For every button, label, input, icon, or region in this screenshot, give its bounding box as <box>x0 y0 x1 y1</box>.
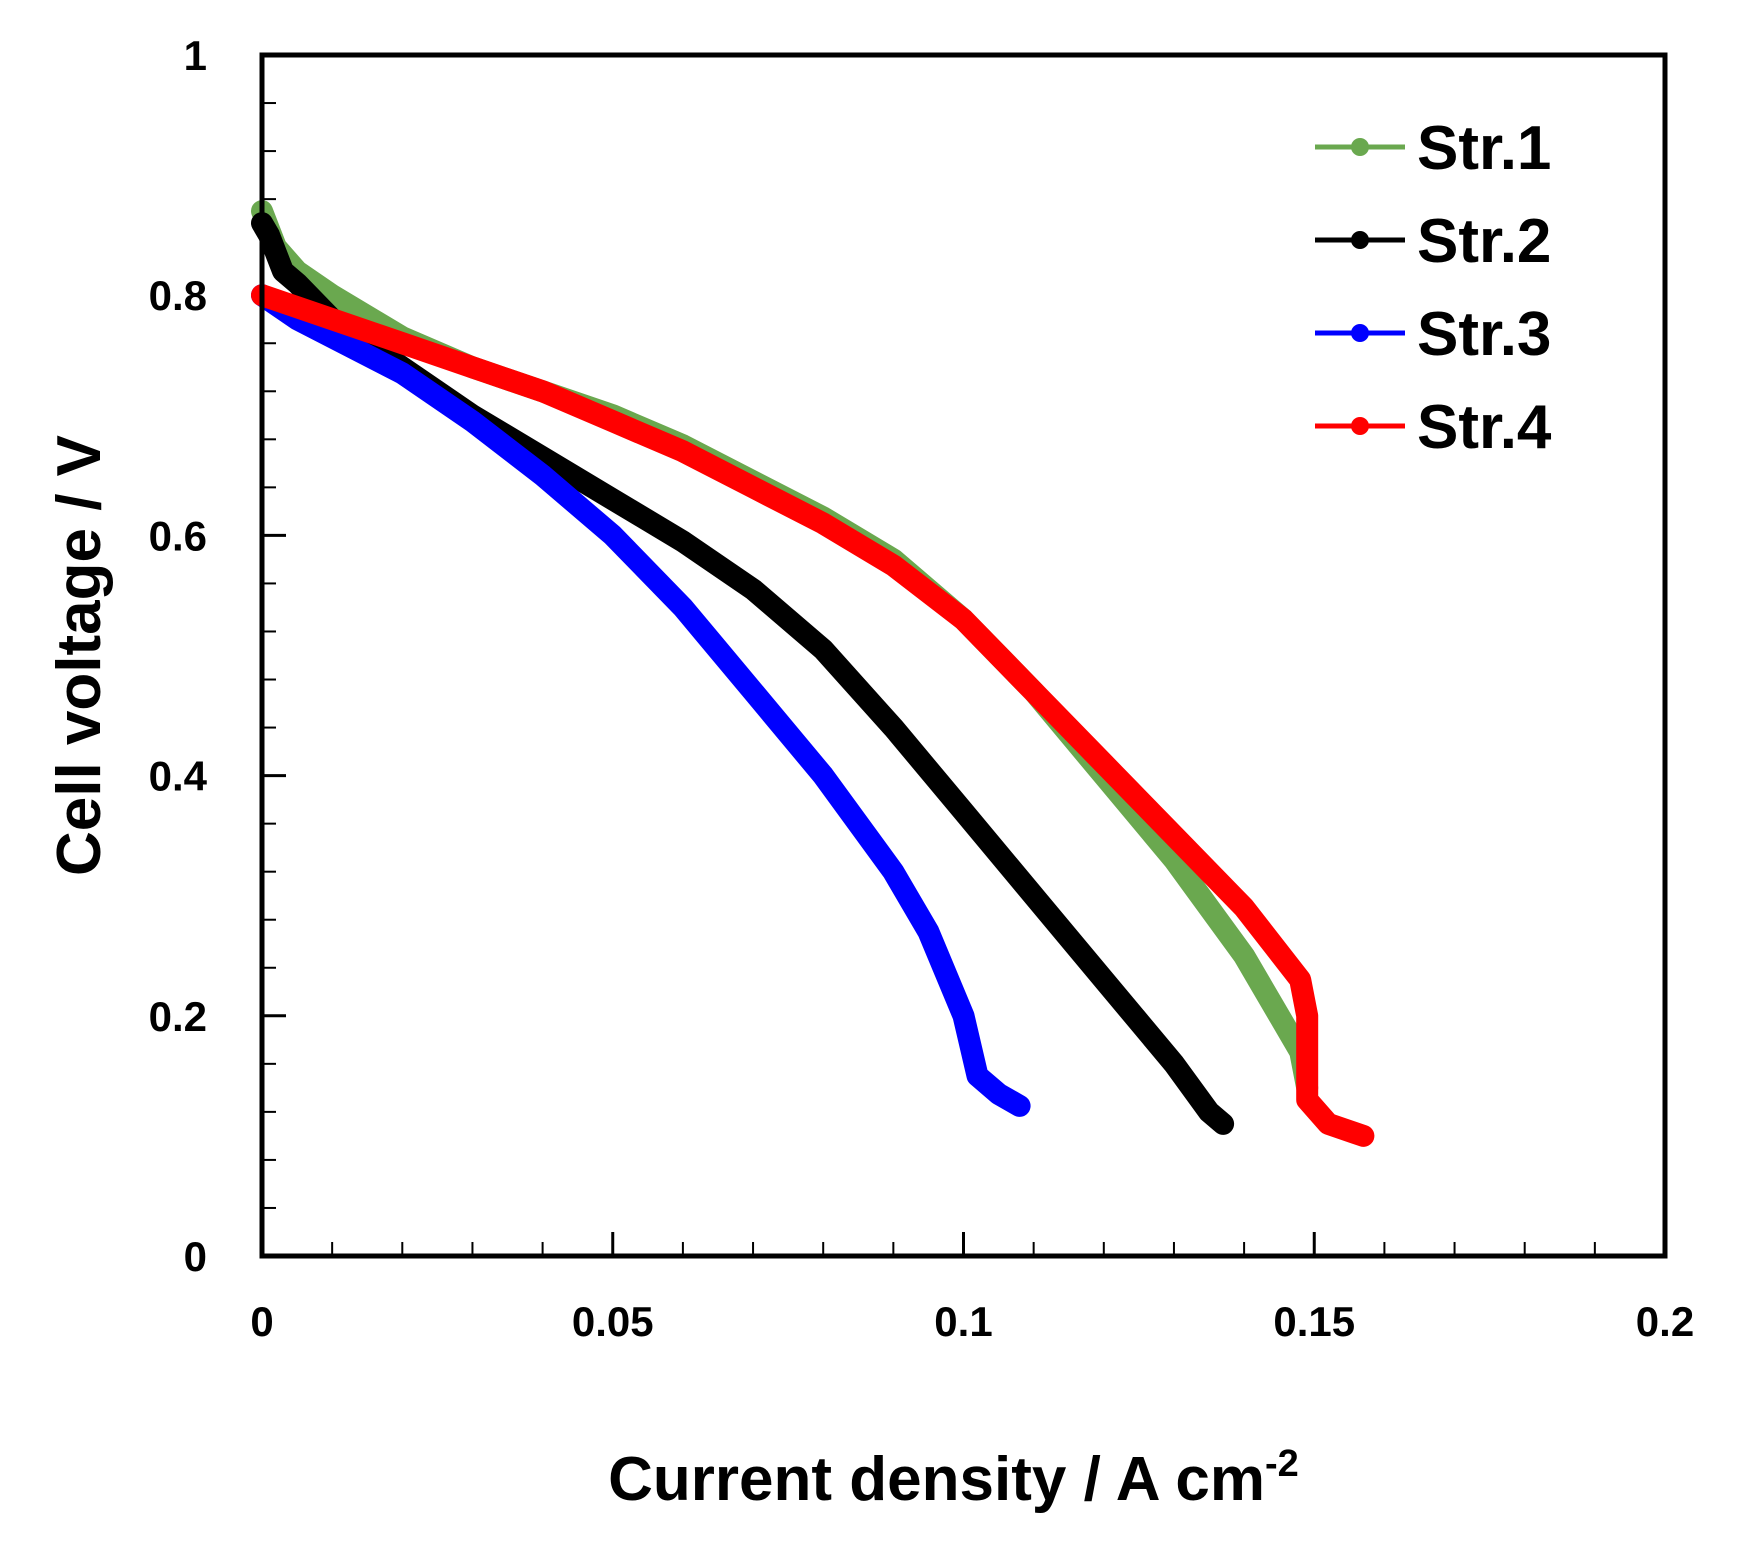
plot-frame <box>259 52 1668 1259</box>
legend-marker-str-2 <box>1351 231 1369 249</box>
x-axis-title-superscript: -2 <box>1265 1443 1299 1485</box>
y-tick-label: 0.6 <box>149 512 207 559</box>
legend-label-str-1: Str.1 <box>1417 114 1551 183</box>
x-tick-label: 0.05 <box>572 1298 654 1345</box>
x-axis-title-main: Current density / A cm <box>608 1445 1265 1514</box>
minor-ticks <box>262 102 1596 1256</box>
legend-label-str-3: Str.3 <box>1417 300 1551 369</box>
legend: Str.1 Str.2 Str.3 Str.4 <box>1315 114 1552 462</box>
series-layer <box>251 200 1375 1147</box>
legend-marker-str-4 <box>1351 417 1369 435</box>
legend-label-str-4: Str.4 <box>1417 393 1552 462</box>
x-tick-label: 0.15 <box>1273 1298 1355 1345</box>
y-tick-label: 0 <box>184 1233 207 1280</box>
y-axis-title: Cell voltage / V <box>45 435 114 876</box>
series-line-str-3 <box>251 284 1031 1117</box>
x-axis-title: Current density / A cm-2 <box>608 1443 1299 1514</box>
x-tick-label: 0.2 <box>1636 1298 1694 1345</box>
y-tick-label: 1 <box>184 32 207 79</box>
series-line-str-2 <box>251 212 1235 1135</box>
x-tick-label: 0.1 <box>934 1298 992 1345</box>
y-tick-label: 0.8 <box>149 272 207 319</box>
x-tick-label: 0 <box>250 1298 273 1345</box>
series-line-str-4 <box>251 284 1375 1147</box>
y-tick-label: 0.2 <box>149 993 207 1040</box>
y-tick-label: 0.4 <box>149 753 208 800</box>
legend-label-str-2: Str.2 <box>1417 207 1551 276</box>
legend-marker-str-1 <box>1351 138 1369 156</box>
legend-marker-str-3 <box>1351 324 1369 342</box>
tick-labels: 0 0.05 0.1 0.15 0.2 0 0.2 0.4 0.6 0.8 1 <box>149 32 1695 1345</box>
